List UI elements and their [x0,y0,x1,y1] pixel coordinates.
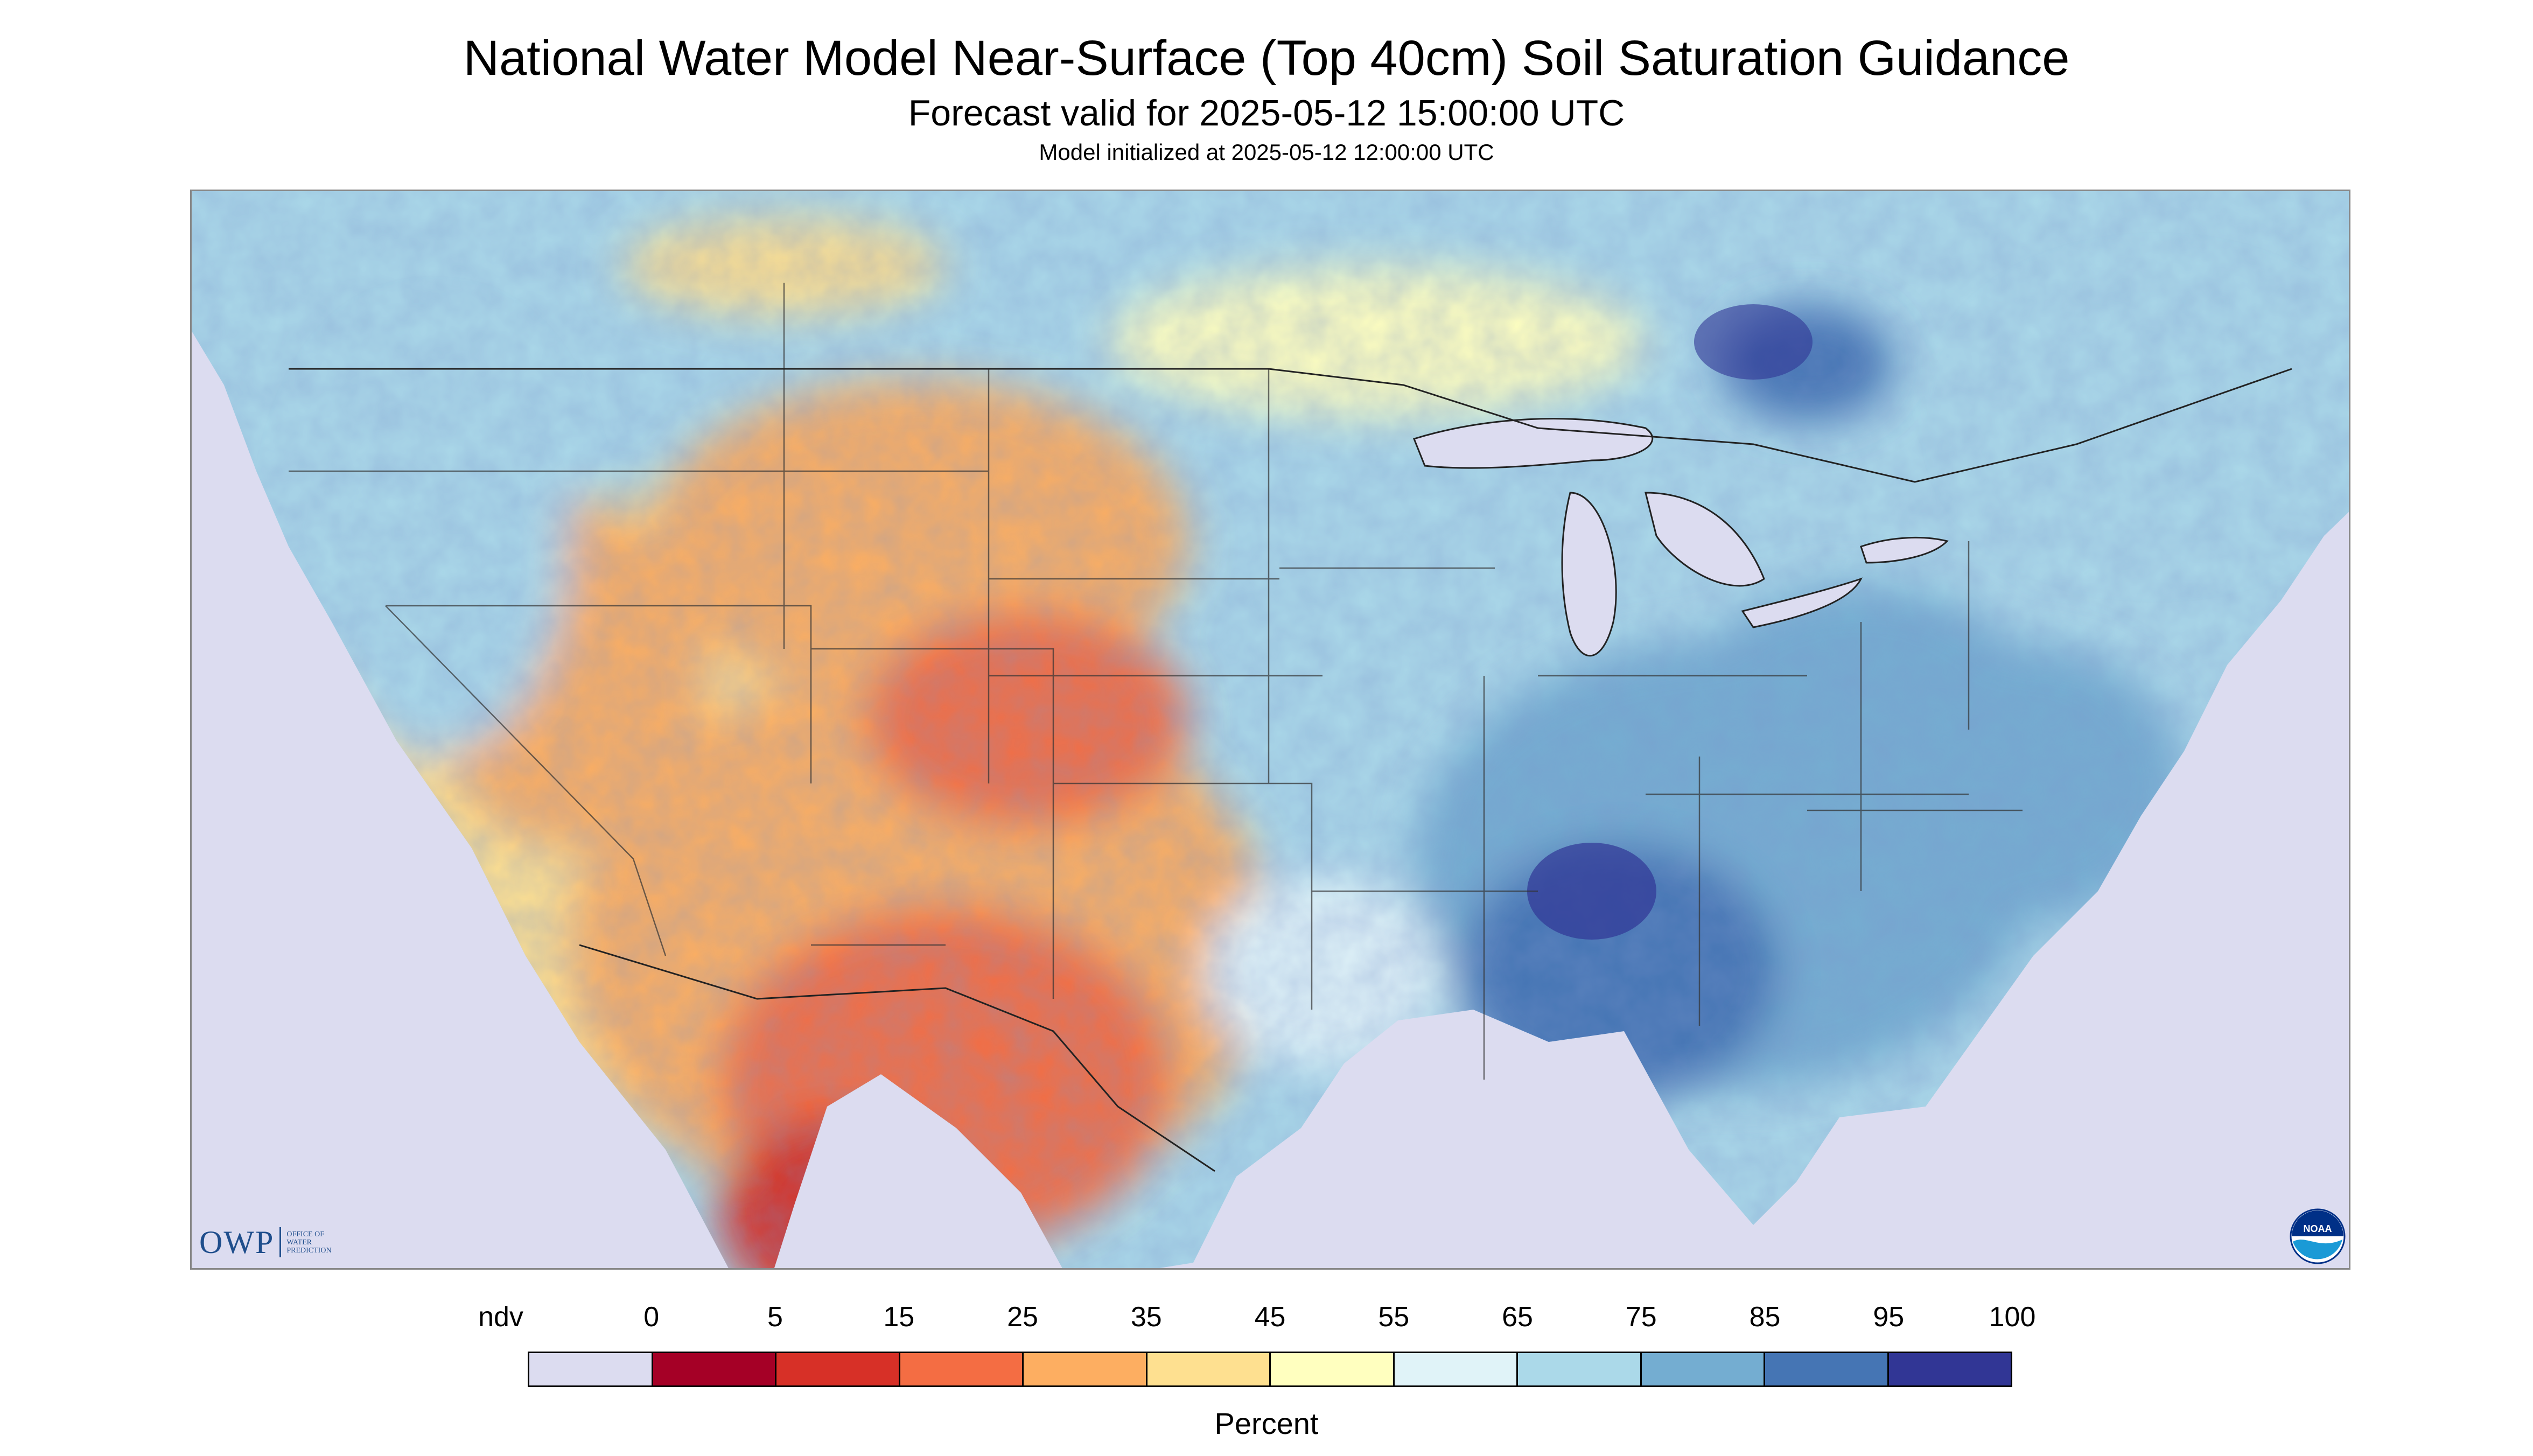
international-border [289,368,2292,1172]
legend-label: 45 [1254,1301,1286,1333]
legend-swatch [1765,1353,1889,1385]
owp-logo-text: OWP [199,1224,275,1260]
legend-label: 75 [1625,1301,1657,1333]
legend-colorbar [528,1352,2012,1387]
legend-swatch [900,1353,1024,1385]
owp-logo: OWP OFFICE OF WATER PREDICTION [199,1223,332,1261]
legend-swatch [776,1353,900,1385]
map-canvas [192,191,2349,1268]
owp-logo-divider [279,1227,282,1257]
legend-label: 65 [1502,1301,1533,1333]
map-title: National Water Model Near-Surface (Top 4… [463,31,2070,86]
legend-swatch [1394,1353,1518,1385]
svg-text:NOAA: NOAA [2304,1223,2332,1234]
legend-label: 35 [1130,1301,1162,1333]
legend-swatch [1271,1353,1395,1385]
legend-swatch [1147,1353,1271,1385]
noaa-logo-icon: NOAA [2290,1208,2346,1264]
legend-swatch [1888,1353,2011,1385]
legend-label: 55 [1378,1301,1410,1333]
legend-unit: Percent [1214,1406,1319,1440]
legend-swatch [1024,1353,1147,1385]
legend-swatch [529,1353,653,1385]
forecast-valid-time: Forecast valid for 2025-05-12 15:00:00 U… [908,93,1625,134]
owp-logo-subtext: OFFICE OF WATER PREDICTION [286,1230,332,1255]
legend-labels: ndv 0 5 15 25 35 45 55 65 75 85 95 100 [0,1303,2533,1341]
legend-label: 15 [883,1301,915,1333]
legend-label: 100 [1989,1301,2036,1333]
legend-label: 25 [1007,1301,1038,1333]
soil-saturation-map[interactable] [190,190,2350,1270]
great-lakes [1413,418,1949,657]
legend-label: 0 [643,1301,660,1333]
legend-swatch [1641,1353,1765,1385]
state-boundaries [289,283,2023,1080]
legend-swatch [653,1353,776,1385]
legend-label: 5 [767,1301,783,1333]
legend-label: 95 [1873,1301,1905,1333]
legend-swatch [1518,1353,1642,1385]
legend-label: ndv [478,1301,523,1333]
legend-label: 85 [1749,1301,1781,1333]
model-init-time: Model initialized at 2025-05-12 12:00:00… [1039,139,1494,165]
